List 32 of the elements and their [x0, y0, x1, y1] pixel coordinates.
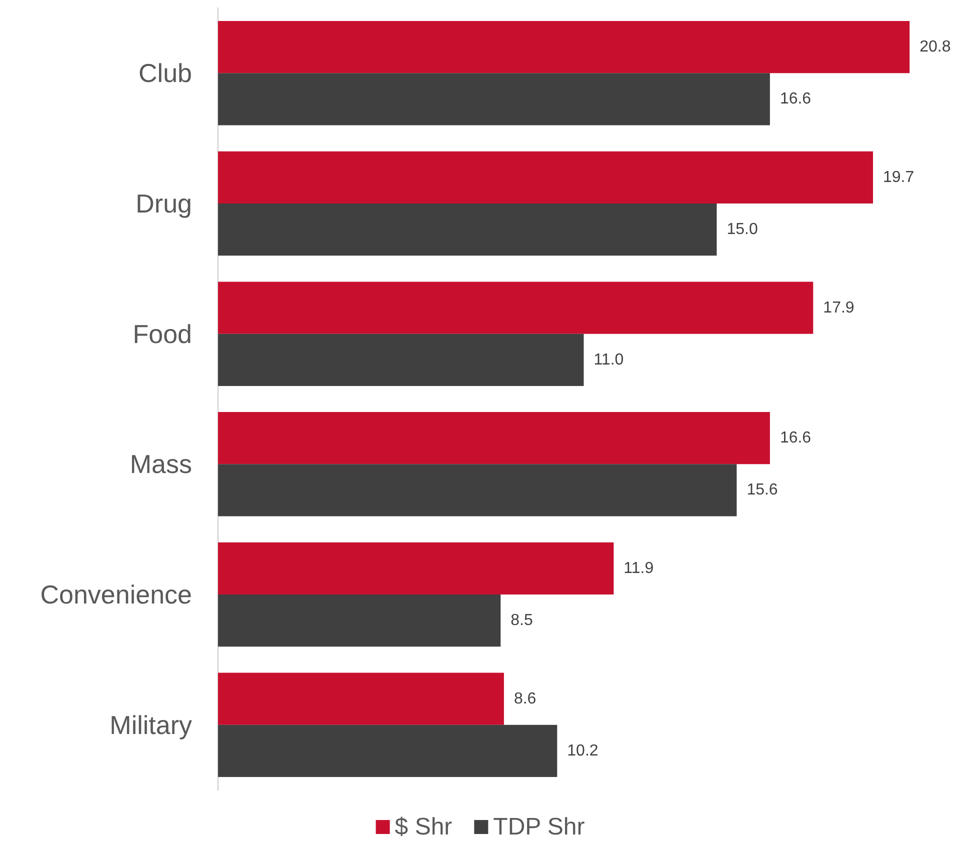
bar: [218, 412, 770, 464]
y-tick-label: Military: [110, 710, 192, 740]
data-label: 20.8: [920, 38, 951, 56]
bar: [218, 464, 737, 516]
bar: [218, 334, 584, 386]
data-label: 16.6: [780, 430, 812, 447]
y-tick-label: Food: [132, 318, 192, 349]
bar: [218, 21, 910, 74]
data-label: 17.9: [823, 299, 854, 316]
bar: [218, 282, 814, 334]
data-label: 19.7: [883, 168, 914, 186]
legend-label: TDP Shr: [493, 814, 585, 840]
bar: [218, 672, 504, 725]
bar: [218, 73, 770, 126]
bar: [218, 594, 501, 647]
data-label: 15.0: [726, 221, 758, 238]
y-tick-label: Mass: [130, 449, 192, 480]
data-label: 15.6: [746, 482, 778, 499]
data-label: 16.6: [780, 90, 812, 108]
legend-label: $ Shr: [394, 814, 452, 840]
data-label: 8.6: [514, 690, 536, 708]
bar: [218, 151, 874, 204]
data-label: 11.9: [624, 560, 654, 577]
data-label: 11.0: [594, 351, 624, 368]
bar: [218, 724, 558, 777]
y-tick-label: Club: [138, 58, 192, 88]
y-tick-label: Drug: [136, 188, 192, 218]
y-tick-label: Convenience: [40, 580, 192, 610]
bar: [218, 204, 717, 256]
bar: [218, 542, 614, 594]
data-label: 10.2: [567, 742, 598, 760]
data-label: 8.5: [510, 612, 533, 630]
